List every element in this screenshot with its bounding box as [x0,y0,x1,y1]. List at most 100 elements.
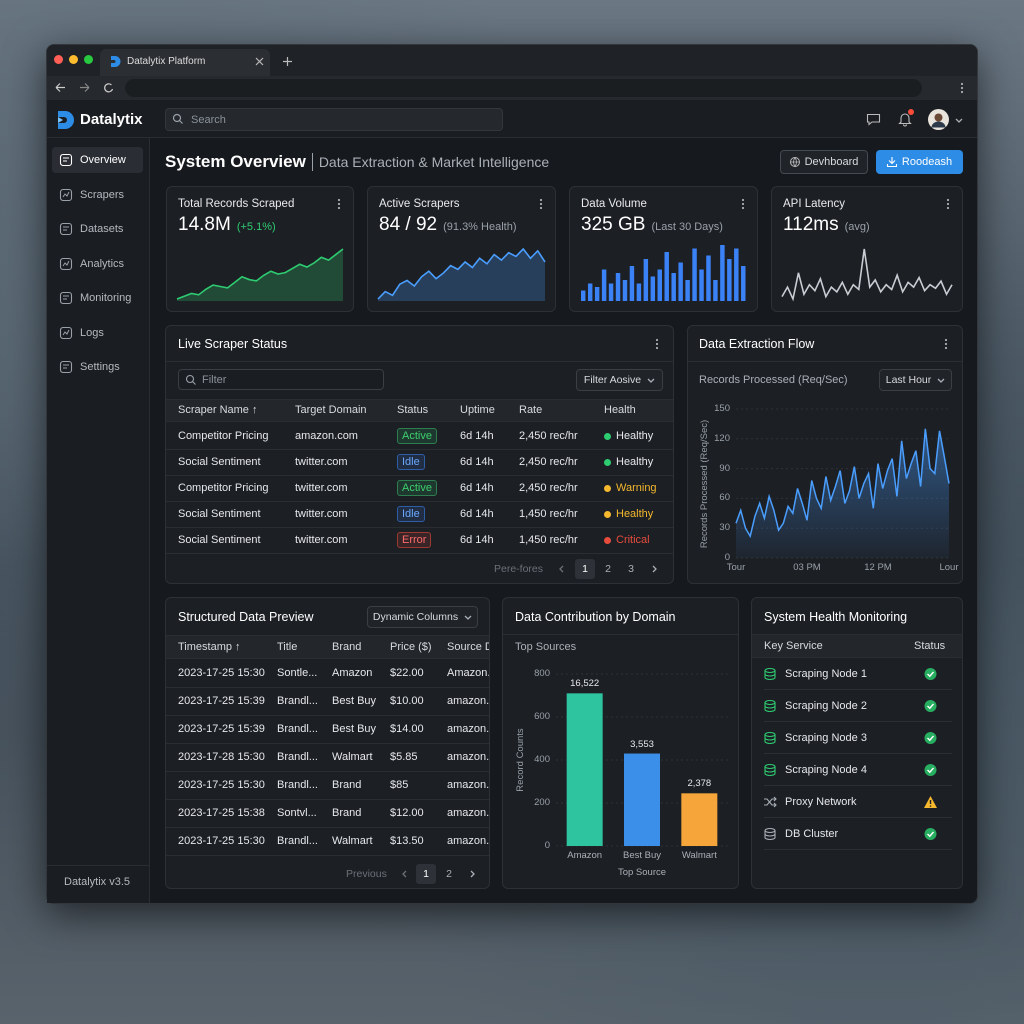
service-name: Scraping Node 2 [785,700,867,712]
ok-check [927,735,935,742]
window-control[interactable] [84,55,93,64]
table-cell: Brand [332,779,362,791]
filter-input[interactable] [178,369,384,390]
more-menu[interactable] [337,198,341,210]
row-divider [166,827,489,828]
x-tick-label: Amazon [567,850,603,861]
row-divider [166,715,489,716]
messages-icon[interactable] [866,113,881,126]
row-divider [764,689,952,690]
window-control[interactable] [69,55,78,64]
search-icon [172,113,183,124]
table-cell: amazon.com [295,430,358,442]
card-divider [688,361,962,362]
spark-bar [734,248,739,301]
card-title: Live Scraper Status [178,337,288,351]
nav-icon-detail [63,157,69,162]
more-menu[interactable] [946,198,950,210]
kpi-card: Total Records Scraped 14.8M (+5.1%) [166,186,354,312]
spark-bar [581,290,586,301]
table-cell: Sontle... [277,667,318,679]
column-header[interactable]: Scraper Name ↑ [178,404,258,416]
column-header: Health [604,404,636,416]
more-menu[interactable] [655,338,659,350]
secondary-button[interactable]: Devhboard [780,150,868,174]
more-menu[interactable] [944,338,948,350]
kpi-value-row: 84 / 92 (91.3% Health) [379,214,516,238]
more-menu[interactable] [539,198,543,210]
status-badge: Active [397,480,437,496]
pagination-previous[interactable]: Previous [346,868,387,880]
nav-item[interactable]: Datasets [80,223,124,235]
menu-dot [741,206,745,210]
ok-check [927,831,935,838]
window-control[interactable] [54,55,63,64]
status-badge: Idle [397,454,425,470]
chevron-icon [402,870,407,878]
column-header: Brand [332,641,362,653]
menu-dot [741,198,745,202]
handle [192,381,196,385]
ok-circle [924,764,937,776]
health-text: Healthy [616,430,654,442]
reload-icon [104,83,114,93]
download-icon [886,157,897,168]
tab-close [255,57,264,66]
dropdown-label: Last Hour [885,374,932,386]
kpi-card: API Latency 112ms (avg) [771,186,963,312]
ok-check [927,703,935,710]
nav-icon-shape [59,291,73,305]
address-bar[interactable] [125,79,922,97]
table-cell: 2,450 rec/hr [519,482,578,494]
page-number[interactable]: 2 [446,868,452,880]
card-title: Structured Data Preview [178,610,314,624]
health-text: Healthy [616,456,654,468]
spark-bar [643,259,649,301]
nav-item[interactable]: Analytics [80,257,125,270]
back-icon [55,83,65,92]
page-subtitle: Data Extraction & Market Intelligence [318,154,550,170]
columns-dropdown[interactable]: Dynamic Columns [367,606,478,628]
chart-subtitle: Records Processed (Req/Sec) [699,374,848,386]
db-body [764,734,776,745]
y-axis-label: Record Counts [515,728,526,792]
nav-item[interactable]: Monitoring [80,292,132,304]
table-cell: twitter.com [295,534,348,546]
page-number[interactable]: 2 [605,563,611,575]
service-name: Scraping Node 4 [785,764,867,776]
nav-item[interactable]: Logs [80,326,104,339]
primary-button[interactable]: Roodeash [876,150,963,174]
more-menu[interactable] [741,198,745,210]
db-top [764,731,776,738]
x-tick-label: Tour [726,562,746,573]
chevron-icon [559,565,564,573]
spark-bar [636,283,642,301]
bar-annotation: 3,553 [630,738,654,750]
column-header: Key Service [764,640,823,652]
sidebar-divider [47,865,150,866]
more-menu[interactable] [960,82,964,94]
nav-item[interactable]: Scrapers [80,188,125,201]
page-number[interactable]: 3 [628,563,634,575]
user-avatar[interactable] [928,109,949,130]
nav-item[interactable]: Settings [80,361,120,373]
row-divider [166,527,673,528]
kpi-value: 84 / 92 [379,214,438,235]
page-number[interactable]: 1 [423,868,429,880]
search-box[interactable] [165,108,503,131]
browser-tab[interactable] [100,49,270,76]
status-icon [924,796,937,808]
notifications-icon[interactable] [898,113,912,127]
range-dropdown[interactable]: Last Hour [879,369,952,391]
table-header [166,399,673,422]
nav-item[interactable]: Overview [80,154,126,166]
kpi-label: Active Scrapers [379,198,460,210]
page-number[interactable]: 1 [582,563,588,575]
health-dot [604,433,611,440]
filter-dropdown[interactable]: Filter Aosive [576,369,663,391]
close-icon [255,57,264,66]
service-icon [764,667,776,681]
kpi-value: 112ms [783,214,839,235]
service-icon [764,827,776,841]
forward-icon [80,83,90,92]
